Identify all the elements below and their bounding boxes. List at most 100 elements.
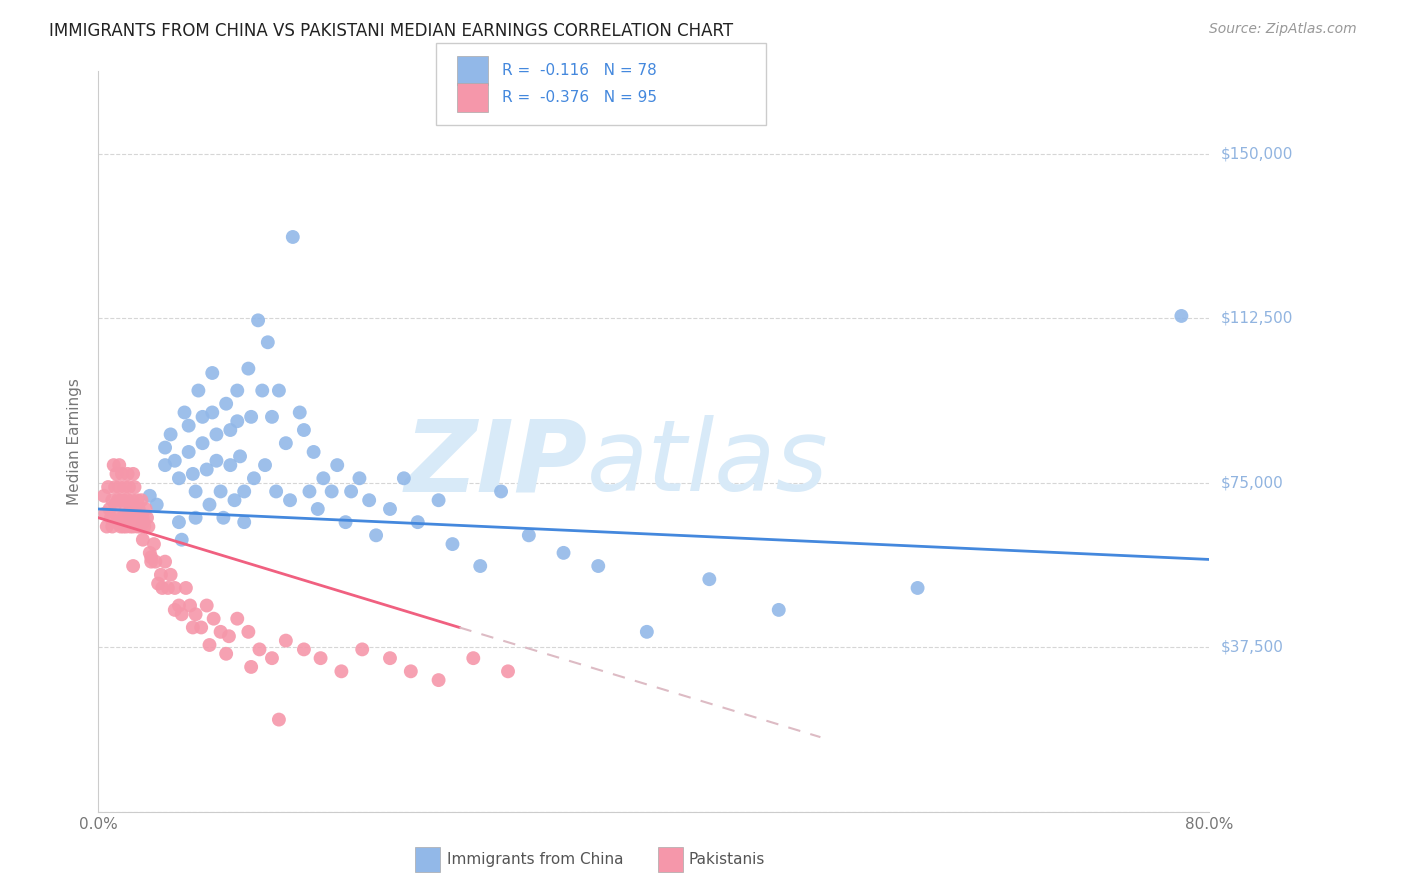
Point	[209, 484, 232, 499]
Text: Pakistanis: Pakistanis	[689, 853, 765, 867]
Point	[115, 519, 138, 533]
Point	[117, 467, 139, 481]
Point	[177, 445, 200, 459]
Point	[184, 510, 207, 524]
Point	[127, 493, 149, 508]
Point	[139, 489, 162, 503]
Point	[219, 458, 242, 472]
Point	[163, 454, 186, 468]
Point	[153, 441, 176, 455]
Point	[139, 546, 162, 560]
Point	[212, 510, 235, 524]
Point	[349, 471, 371, 485]
Point	[260, 651, 283, 665]
Point	[98, 502, 121, 516]
Point	[238, 361, 260, 376]
Point	[167, 599, 190, 613]
Point	[463, 651, 485, 665]
Point	[240, 409, 263, 424]
Point	[441, 537, 464, 551]
Point	[288, 405, 311, 419]
Point	[118, 510, 141, 524]
Point	[181, 467, 204, 481]
Point	[247, 313, 270, 327]
Point	[274, 436, 297, 450]
Point	[143, 537, 166, 551]
Point	[274, 633, 297, 648]
Point	[120, 519, 142, 533]
Point	[121, 510, 143, 524]
Point	[149, 567, 172, 582]
Point	[340, 484, 363, 499]
Point	[427, 673, 450, 687]
Point	[190, 620, 212, 634]
Point	[205, 427, 228, 442]
Text: Source: ZipAtlas.com: Source: ZipAtlas.com	[1209, 22, 1357, 37]
Point	[253, 458, 276, 472]
Point	[218, 629, 240, 643]
Point	[141, 555, 163, 569]
Point	[118, 507, 141, 521]
Point	[768, 603, 790, 617]
Point	[195, 462, 218, 476]
Point	[128, 502, 150, 516]
Point	[170, 533, 193, 547]
Point	[202, 612, 225, 626]
Point	[312, 471, 335, 485]
Point	[122, 559, 145, 574]
Point	[129, 510, 152, 524]
Point	[224, 493, 246, 508]
Point	[233, 484, 256, 499]
Text: $37,500: $37,500	[1220, 640, 1284, 655]
Point	[298, 484, 321, 499]
Point	[406, 515, 429, 529]
Point	[281, 230, 304, 244]
Point	[184, 607, 207, 622]
Point	[392, 471, 415, 485]
Point	[699, 572, 721, 586]
Point	[105, 515, 128, 529]
Point	[191, 409, 214, 424]
Point	[205, 454, 228, 468]
Point	[120, 502, 142, 516]
Point	[117, 493, 139, 508]
Point	[135, 502, 157, 516]
Point	[143, 555, 166, 569]
Point	[226, 384, 249, 398]
Point	[97, 480, 120, 494]
Point	[114, 510, 136, 524]
Point	[219, 423, 242, 437]
Point	[167, 515, 190, 529]
Point	[330, 665, 353, 679]
Point	[302, 445, 325, 459]
Point	[107, 493, 129, 508]
Point	[115, 502, 138, 516]
Point	[131, 493, 153, 508]
Point	[145, 498, 167, 512]
Text: Immigrants from China: Immigrants from China	[447, 853, 624, 867]
Point	[105, 467, 128, 481]
Point	[108, 458, 131, 472]
Point	[201, 405, 224, 419]
Point	[110, 519, 132, 533]
Point	[124, 480, 146, 494]
Point	[195, 599, 218, 613]
Point	[103, 458, 125, 472]
Point	[553, 546, 575, 560]
Point	[129, 519, 152, 533]
Point	[226, 414, 249, 428]
Point	[134, 519, 156, 533]
Point	[159, 427, 181, 442]
Point	[93, 489, 115, 503]
Point	[125, 510, 148, 524]
Text: R =  -0.376   N = 95: R = -0.376 N = 95	[502, 90, 657, 104]
Point	[309, 651, 332, 665]
Y-axis label: Median Earnings: Median Earnings	[67, 378, 83, 505]
Point	[177, 418, 200, 433]
Point	[249, 642, 271, 657]
Point	[167, 471, 190, 485]
Point	[100, 510, 122, 524]
Point	[191, 436, 214, 450]
Text: $75,000: $75,000	[1220, 475, 1284, 491]
Point	[321, 484, 343, 499]
